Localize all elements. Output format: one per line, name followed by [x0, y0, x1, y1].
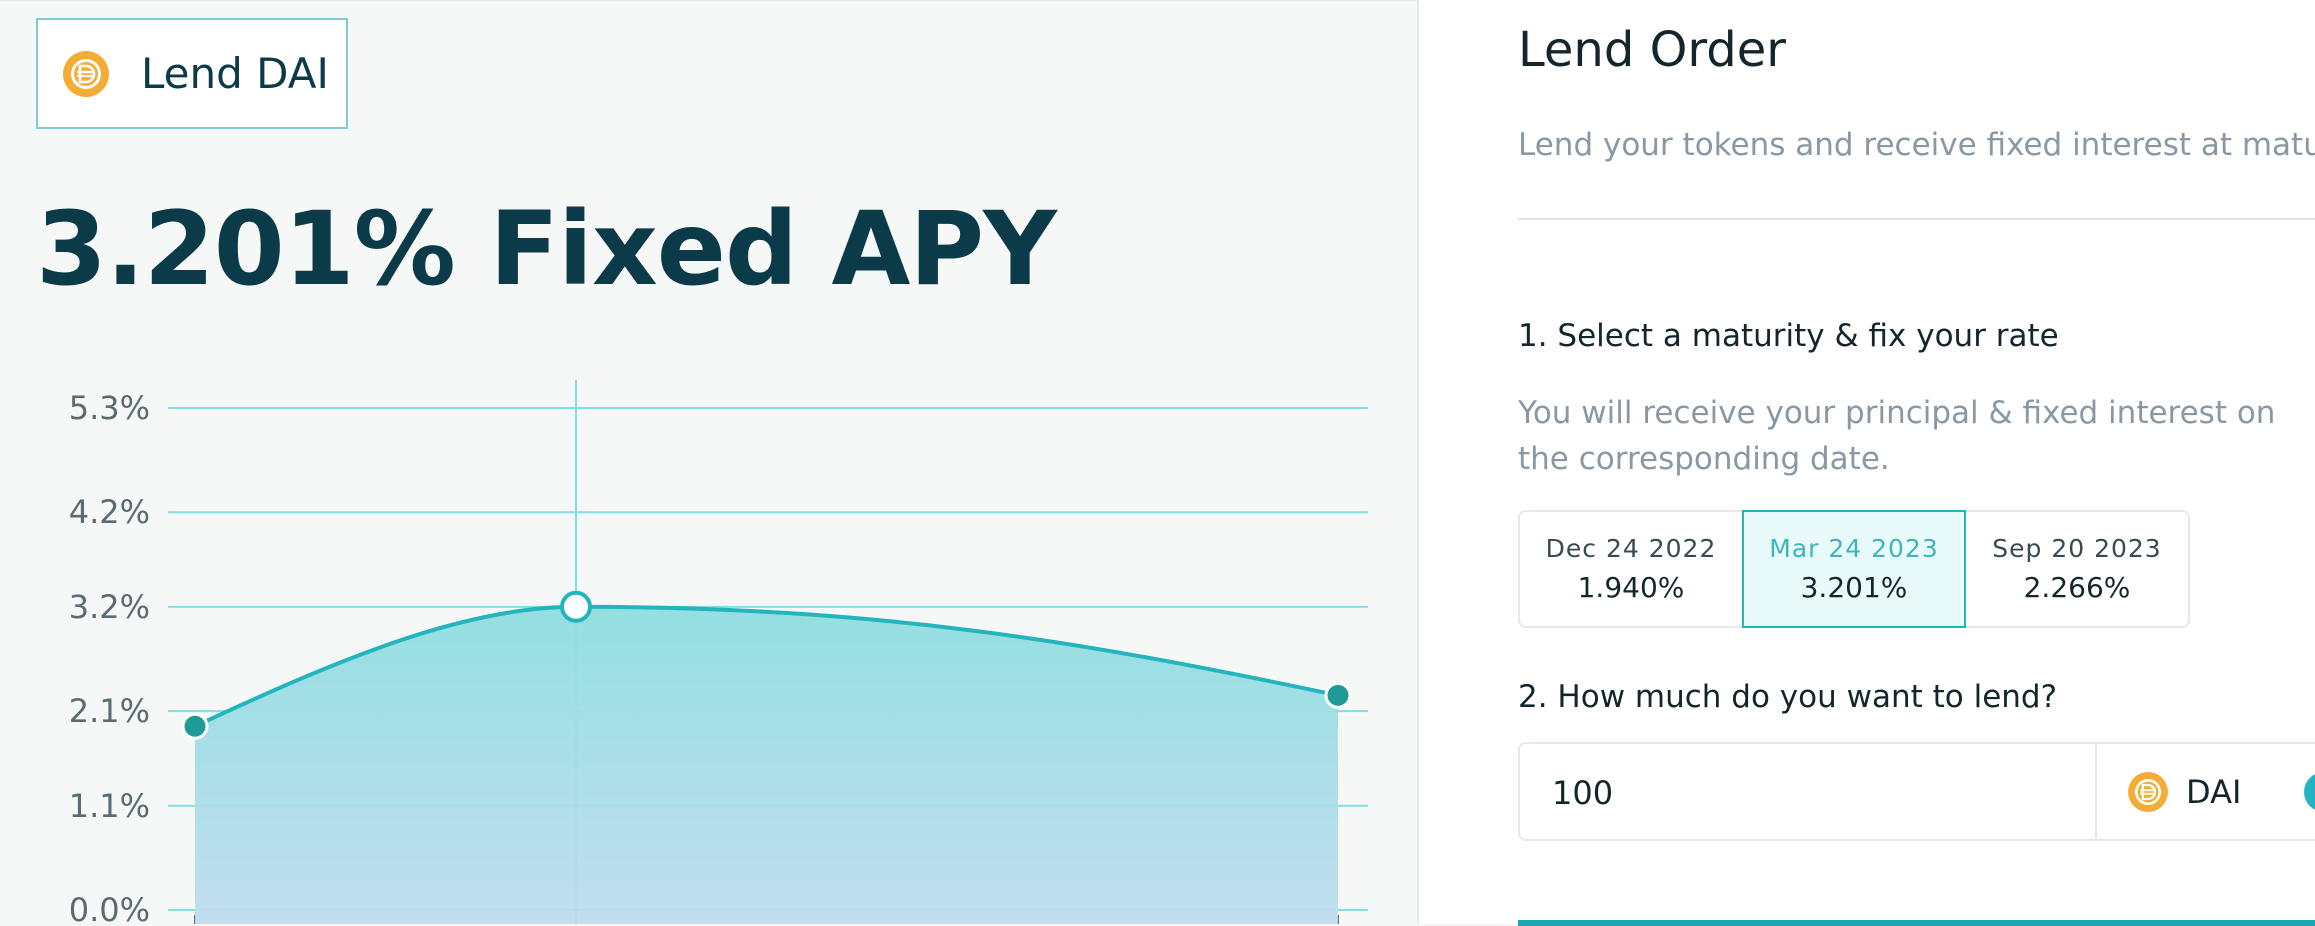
lend-dai-tab[interactable]: Lend DAI — [36, 18, 348, 129]
step1-description: You will receive your principal & fixed … — [1518, 395, 2276, 477]
step2-title: 2. How much do you want to lend? — [1518, 679, 2058, 715]
apy-chart: 5.3% 4.2% 3.2% 2.1% 1.1% 0.0% — [69, 380, 1368, 924]
maturity-option-dec-24-2022[interactable]: Dec 24 2022 1.940% — [1520, 512, 1742, 626]
maturity-option-sep-20-2023[interactable]: Sep 20 2023 2.266% — [1966, 512, 2188, 626]
selected-data-point[interactable] — [560, 590, 592, 623]
submit-button[interactable] — [1518, 920, 2315, 926]
token-selector[interactable]: DAI — [2098, 744, 2241, 839]
amount-field-group: DAI — [1518, 742, 2315, 841]
token-divider — [2095, 744, 2097, 839]
apy-heading: 3.201% Fixed APY — [36, 190, 1057, 309]
y-tick-label: 2.1% — [69, 692, 150, 730]
y-tick-label: 3.2% — [69, 588, 150, 626]
maturity-option-mar-24-2023[interactable]: Mar 24 2023 3.201% — [1742, 510, 1966, 628]
apy-area — [195, 606, 1338, 924]
data-point[interactable] — [1324, 681, 1352, 709]
maturity-date: Sep 20 2023 — [1992, 534, 2162, 563]
dai-icon — [63, 50, 109, 97]
y-tick-label: 0.0% — [69, 891, 150, 924]
maturity-rate: 1.940% — [1577, 571, 1685, 604]
order-subtitle: Lend your tokens and receive fixed inter… — [1518, 127, 2315, 163]
maturity-date: Mar 24 2023 — [1769, 534, 1939, 563]
dai-icon — [2128, 771, 2168, 812]
data-point[interactable] — [181, 712, 209, 740]
maturity-selector: Dec 24 2022 1.940% Mar 24 2023 3.201% Se… — [1518, 510, 2190, 628]
y-tick-label: 4.2% — [69, 493, 150, 531]
maturity-rate: 2.266% — [2023, 571, 2131, 604]
lend-tab-label: Lend DAI — [141, 49, 329, 98]
token-toggle-icon[interactable] — [2304, 772, 2315, 812]
apy-line — [194, 604, 1339, 729]
divider — [1518, 218, 2315, 220]
y-tick-label: 1.1% — [69, 787, 150, 825]
y-tick-label: 5.3% — [69, 389, 150, 427]
maturity-date: Dec 24 2022 — [1545, 534, 1717, 563]
step1-title: 1. Select a maturity & fix your rate — [1518, 318, 2059, 354]
token-label: DAI — [2186, 772, 2242, 811]
order-title: Lend Order — [1518, 22, 1786, 78]
amount-input[interactable] — [1550, 744, 2094, 841]
maturity-rate: 3.201% — [1800, 571, 1908, 604]
